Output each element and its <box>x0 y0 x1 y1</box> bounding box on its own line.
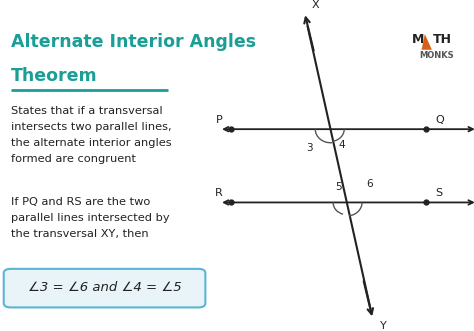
FancyBboxPatch shape <box>4 269 205 307</box>
Polygon shape <box>421 34 432 50</box>
Text: 3: 3 <box>306 143 313 153</box>
Text: 4: 4 <box>339 140 346 150</box>
Text: Q: Q <box>435 115 444 125</box>
Text: M: M <box>412 33 424 46</box>
Text: 6: 6 <box>366 179 373 189</box>
Text: MONKS: MONKS <box>419 51 454 60</box>
Text: Theorem: Theorem <box>11 68 97 85</box>
Text: 5: 5 <box>335 182 342 192</box>
Text: Y: Y <box>380 320 387 331</box>
Text: X: X <box>311 0 319 10</box>
Text: R: R <box>215 188 223 198</box>
Text: P: P <box>216 115 223 125</box>
Text: States that if a transversal
intersects two parallel lines,
the alternate interi: States that if a transversal intersects … <box>11 106 172 164</box>
Text: If PQ and RS are the two
parallel lines intersected by
the transversal XY, then: If PQ and RS are the two parallel lines … <box>11 198 169 239</box>
Text: Alternate Interior Angles: Alternate Interior Angles <box>11 33 256 51</box>
Text: S: S <box>435 188 442 198</box>
Text: ∠3 = ∠6 and ∠4 = ∠5: ∠3 = ∠6 and ∠4 = ∠5 <box>28 281 182 295</box>
Text: TH: TH <box>433 33 452 46</box>
